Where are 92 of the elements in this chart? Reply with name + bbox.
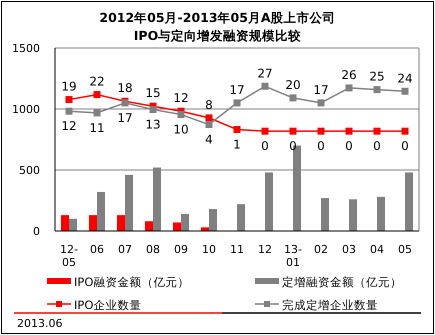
y-tick-label: 500: [19, 164, 40, 177]
point: [346, 84, 352, 92]
point: [234, 99, 240, 106]
bar: [181, 214, 189, 231]
bar: [69, 218, 77, 231]
bar: [237, 204, 245, 231]
point: [374, 86, 380, 94]
chart-title: 2012年05月-2013年05月A股上市公司: [99, 10, 336, 25]
legend-label: IPO企业数量: [74, 298, 142, 312]
point: [290, 94, 296, 102]
x-tick-label: 07: [118, 243, 132, 256]
data-label: 0: [289, 139, 297, 154]
point: [178, 111, 184, 118]
x-tick-label: 12-05: [60, 243, 78, 269]
data-label: 17: [117, 110, 133, 125]
data-label: 17: [229, 82, 245, 97]
legend-label: 定增融资金额（亿元）: [282, 275, 402, 289]
point: [290, 128, 296, 135]
y-tick-label: 0: [33, 225, 40, 238]
point: [206, 114, 212, 122]
data-label: 22: [89, 74, 105, 89]
x-tick-label: 03: [342, 243, 356, 256]
point: [318, 128, 324, 135]
data-label: 0: [317, 139, 325, 154]
data-label: 13: [145, 118, 161, 132]
data-label: 17: [313, 82, 329, 97]
x-tick-label: 08: [146, 243, 160, 256]
data-label: 19: [61, 80, 77, 94]
data-label: 0: [345, 139, 353, 154]
bar: [117, 215, 125, 231]
legend-item: IPO企业数量: [47, 298, 142, 312]
data-label: 12: [61, 119, 77, 134]
x-tick-label: 05: [398, 243, 412, 256]
y-tick-label: 1500: [12, 42, 40, 55]
x-tick-label: 11: [230, 243, 244, 256]
point: [234, 126, 240, 134]
point: [374, 128, 380, 135]
data-label: 15: [145, 86, 161, 100]
x-tick-label: 13-01: [284, 243, 302, 269]
bar: [349, 199, 357, 231]
text: 2013.06: [17, 317, 62, 330]
point: [318, 99, 324, 106]
point: [262, 82, 268, 90]
bar: [173, 222, 181, 231]
data-label: 27: [257, 66, 273, 80]
x-tick-label: 04: [370, 243, 384, 256]
legend-item: 完成定增企业数量: [255, 298, 378, 312]
point: [262, 128, 268, 135]
bar: [377, 196, 385, 231]
bar: [265, 172, 273, 231]
x-tick-label: 10: [202, 243, 216, 256]
legend-item: 定增融资金额（亿元）: [255, 275, 402, 289]
point: [94, 109, 100, 116]
y-tick-label: 1000: [12, 103, 40, 116]
x-tick-label: 12: [258, 243, 272, 256]
legend-item: IPO融资金额（亿元）: [47, 275, 190, 289]
data-label: 1: [233, 138, 241, 152]
data-label: 20: [285, 78, 301, 92]
x-tick-label: 02: [314, 243, 328, 256]
bar: [61, 215, 69, 231]
point: [94, 91, 100, 98]
x-tick-label: 06: [90, 243, 104, 256]
bar: [209, 209, 217, 231]
point: [206, 121, 212, 128]
bar: [125, 174, 133, 231]
data-label: 4: [205, 132, 213, 147]
legend-label: IPO融资金额（亿元）: [74, 275, 190, 289]
bar: [145, 221, 153, 231]
bar: [97, 192, 105, 231]
point: [402, 128, 408, 135]
data-label: 24: [397, 71, 413, 86]
point: [66, 108, 72, 115]
point: [150, 106, 156, 114]
data-label: 11: [89, 120, 105, 135]
point: [66, 96, 72, 104]
data-label: 0: [401, 139, 409, 154]
point: [346, 128, 352, 135]
data-label: 26: [341, 68, 357, 82]
legend-label: 完成定增企业数量: [282, 298, 378, 312]
x-tick-label: 09: [174, 243, 188, 256]
bar: [405, 172, 413, 231]
data-label: 25: [369, 70, 385, 84]
point: [402, 88, 408, 95]
data-label: 8: [205, 98, 213, 112]
data-label: 10: [173, 122, 189, 137]
data-label: 18: [117, 81, 133, 96]
chart-subtitle: IPO与定向增发融资规模比较: [134, 28, 302, 43]
data-label: 0: [261, 139, 269, 154]
bar: [321, 198, 329, 231]
bar: [89, 215, 97, 231]
data-label: 0: [373, 139, 381, 154]
data-label: 12: [173, 91, 189, 106]
